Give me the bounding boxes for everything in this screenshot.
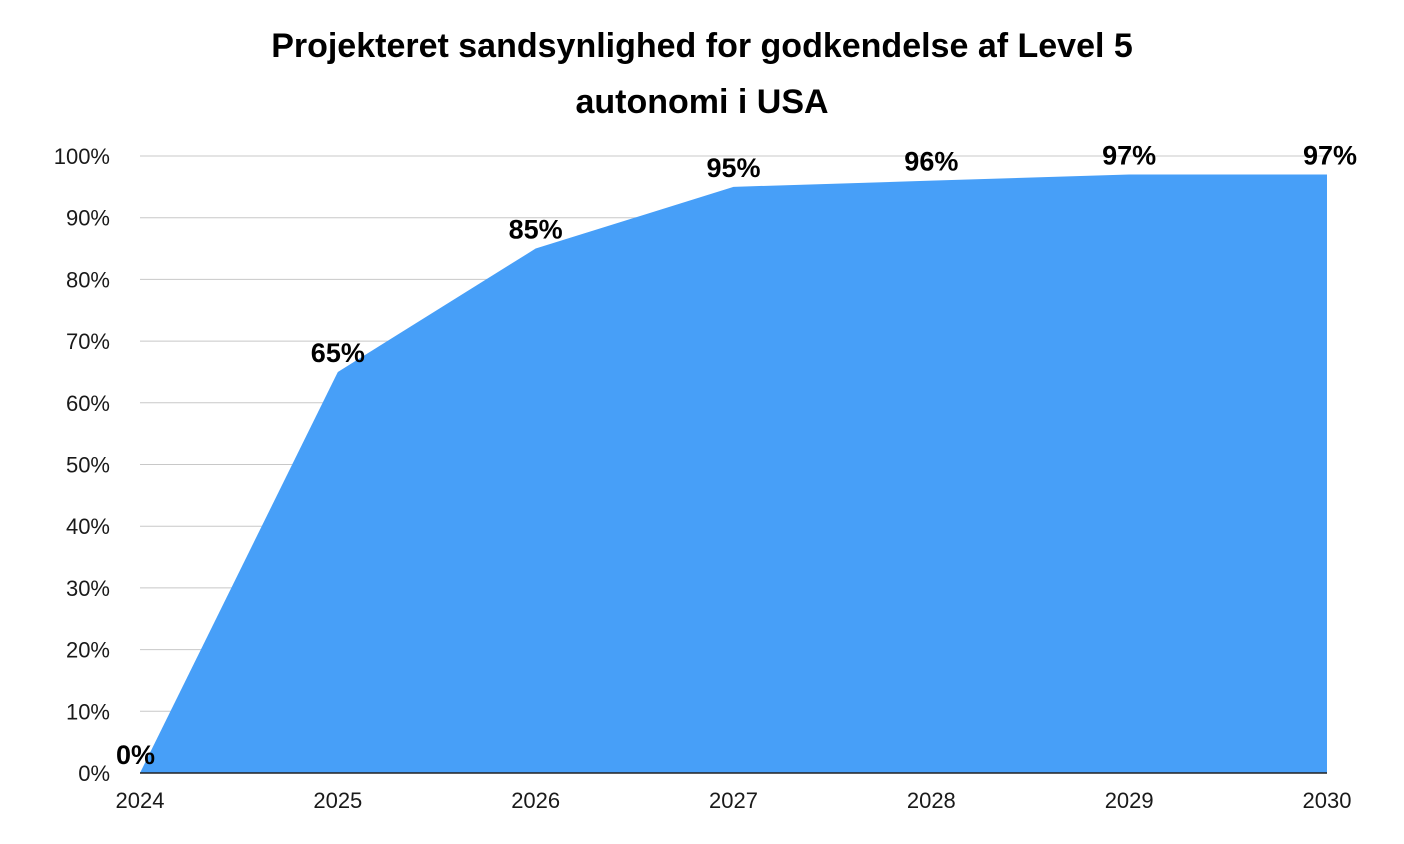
y-tick-label: 90% xyxy=(66,206,110,231)
data-label-2025: 65% xyxy=(311,338,365,368)
data-label-2027: 95% xyxy=(706,153,760,183)
y-tick-label: 80% xyxy=(66,267,110,292)
y-tick-label: 40% xyxy=(66,514,110,539)
chart-title-line-1: Projekteret sandsynlighed for godkendels… xyxy=(271,27,1133,65)
y-tick-label: 100% xyxy=(54,144,110,169)
x-tick-label: 2024 xyxy=(116,788,165,813)
y-tick-label: 30% xyxy=(66,576,110,601)
data-label-2030: 97% xyxy=(1303,141,1357,171)
y-tick-label: 70% xyxy=(66,329,110,354)
data-labels: 0% 65% 85% 95% 96% 97% 97% xyxy=(116,141,1357,770)
x-tick-label: 2030 xyxy=(1303,788,1352,813)
data-label-2024: 0% xyxy=(116,740,155,770)
y-tick-label: 10% xyxy=(66,699,110,724)
y-axis-tick-labels: 0% 10% 20% 30% 40% 50% 60% 70% 80% 90% 100% xyxy=(54,144,110,786)
area-series xyxy=(140,174,1327,773)
chart-title: Projekteret sandsynlighed for godkendels… xyxy=(0,18,1404,130)
data-label-2028: 96% xyxy=(904,147,958,177)
y-tick-label: 60% xyxy=(66,391,110,416)
data-label-2029: 97% xyxy=(1102,141,1156,171)
x-tick-label: 2029 xyxy=(1105,788,1154,813)
x-tick-label: 2027 xyxy=(709,788,758,813)
x-tick-label: 2026 xyxy=(511,788,560,813)
x-tick-label: 2028 xyxy=(907,788,956,813)
data-label-2026: 85% xyxy=(509,215,563,245)
x-tick-label: 2025 xyxy=(313,788,362,813)
y-tick-label: 20% xyxy=(66,638,110,663)
area-fill xyxy=(140,174,1327,773)
chart-title-line-2: autonomi i USA xyxy=(575,83,829,121)
y-tick-label: 0% xyxy=(78,761,110,786)
y-tick-label: 50% xyxy=(66,453,110,478)
x-axis-tick-labels: 2024 2025 2026 2027 2028 2029 2030 xyxy=(116,788,1352,813)
